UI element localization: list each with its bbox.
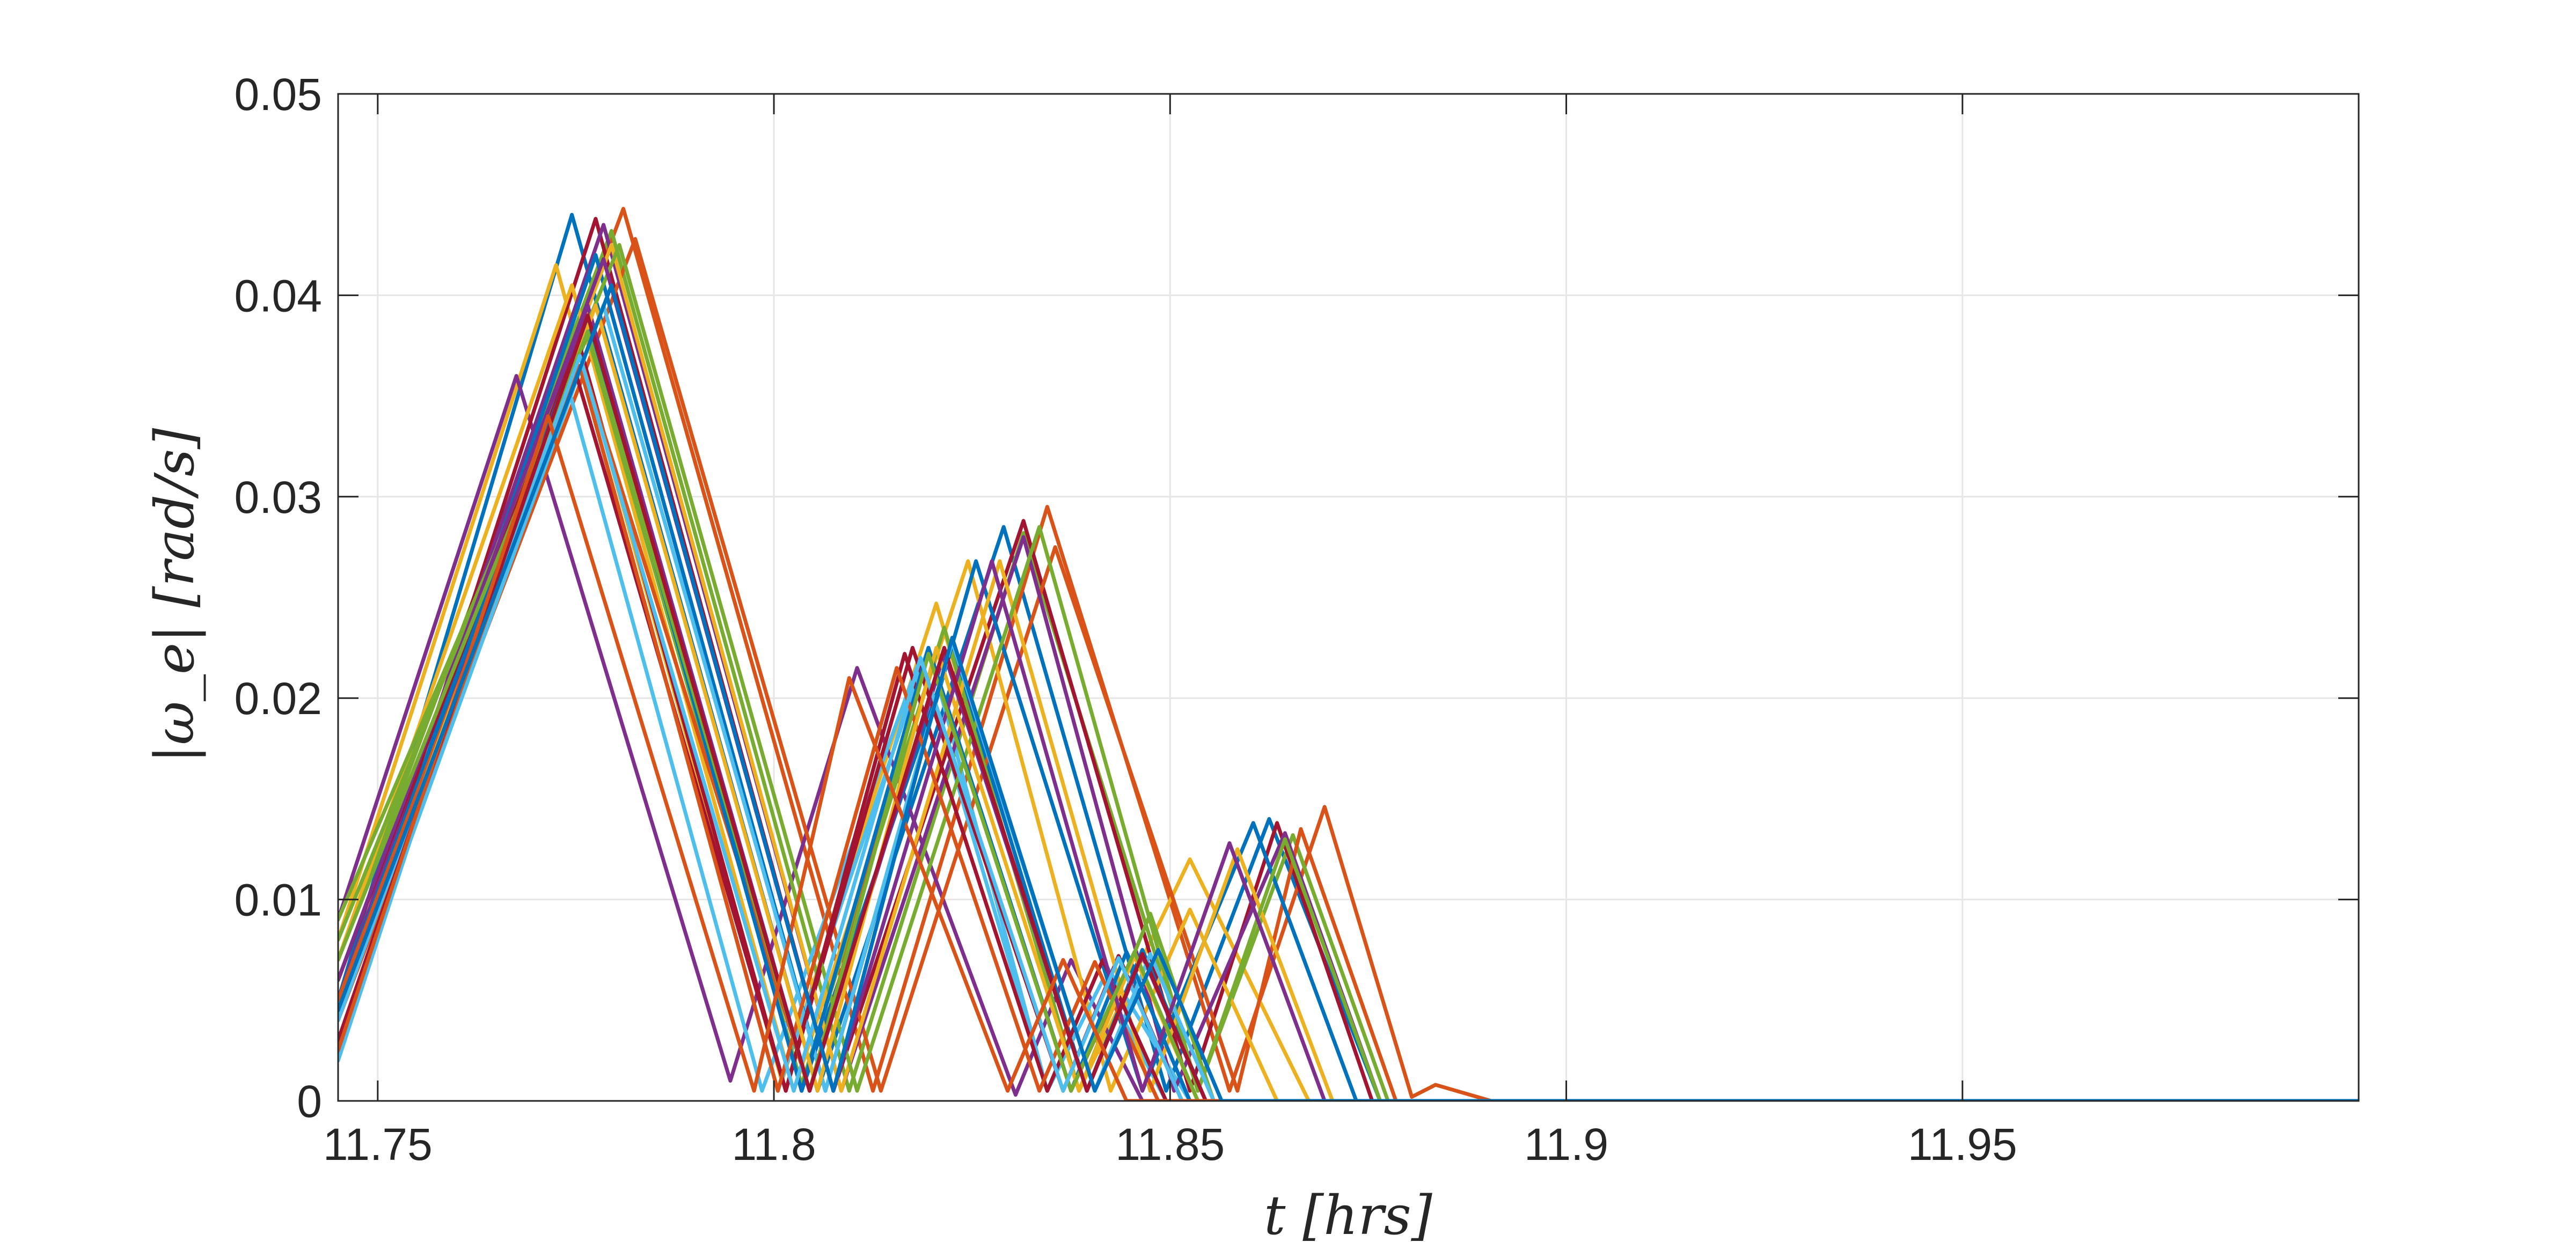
series-line-30	[338, 283, 2359, 1101]
series-line-29	[338, 414, 2359, 1101]
series-line-28	[338, 313, 2359, 1101]
y-tick-label: 0.01	[235, 875, 323, 925]
series-line-5	[338, 229, 2359, 1101]
tick-marks	[338, 93, 2359, 1102]
series-line-7	[338, 217, 2359, 1101]
series-line-9	[338, 237, 2359, 1101]
y-tick-label: 0.03	[235, 472, 323, 523]
x-axis-label: t [hrs]	[1264, 1184, 1433, 1242]
y-tick-label: 0.05	[235, 69, 323, 120]
y-tick-label: 0	[297, 1076, 322, 1127]
y-tick-label: 0.02	[235, 673, 323, 724]
series-line-19	[338, 243, 2359, 1101]
plot-background	[338, 94, 2359, 1101]
y-tick-labels: 0 0.01 0.02 0.03 0.04 0.05	[235, 69, 323, 1127]
x-tick-label: 11.9	[1524, 1119, 1608, 1170]
series-line-17	[338, 243, 2359, 1101]
y-tick-label: 0.04	[235, 270, 323, 321]
plot-frame	[337, 93, 2360, 1102]
x-tick-labels: 11.75 11.8 11.85 11.9 11.95	[323, 1119, 2017, 1170]
series-line-10	[338, 283, 2359, 1101]
x-tick-label: 11.95	[1908, 1119, 2017, 1170]
series-line-27	[338, 354, 2359, 1101]
series-group	[338, 207, 2359, 1101]
series-line-21	[338, 358, 2359, 1101]
x-tick-label: 11.85	[1115, 1119, 1225, 1170]
x-tick-label: 11.75	[323, 1119, 433, 1170]
series-line-4	[338, 374, 2359, 1101]
series-line-26	[338, 329, 2359, 1101]
y-axis-label: |ω_e| [rad/s]	[143, 428, 206, 763]
series-line-15	[338, 253, 2359, 1101]
x-tick-label: 11.8	[731, 1119, 816, 1170]
